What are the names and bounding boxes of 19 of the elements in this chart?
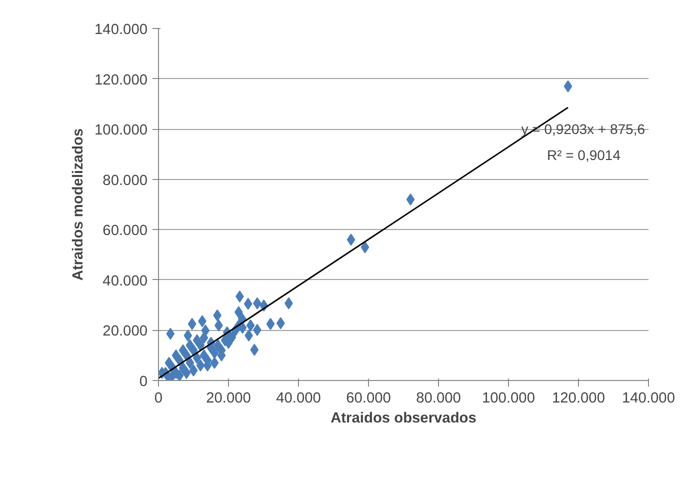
x-tick-label: 100.000 bbox=[482, 390, 535, 406]
y-tick-label: 120.000 bbox=[94, 72, 148, 88]
y-tick-label: 0 bbox=[139, 374, 148, 390]
x-tick-label: 0 bbox=[154, 390, 163, 406]
x-tick-label: 60.000 bbox=[346, 390, 391, 406]
x-tick-label: 120.000 bbox=[552, 390, 605, 406]
y-tick-label: 140.000 bbox=[94, 22, 148, 38]
y-tick-label: 100.000 bbox=[94, 122, 148, 139]
x-tick-label: 40.000 bbox=[276, 390, 321, 406]
y-axis-title: Atraidos modelizados bbox=[70, 128, 87, 281]
x-tick-label: 20.000 bbox=[206, 390, 251, 406]
y-tick-label: 40.000 bbox=[102, 273, 148, 290]
y-tick-label: 60.000 bbox=[102, 223, 148, 240]
x-tick-label: 140.000 bbox=[622, 390, 675, 406]
annotation: R² = 0,9014 bbox=[546, 147, 621, 164]
x-tick-label: 80.000 bbox=[416, 390, 461, 406]
x-axis-title: Atraidos observados bbox=[330, 410, 476, 426]
y-tick-label: 80.000 bbox=[102, 172, 148, 189]
y-tick-label: 20.000 bbox=[102, 324, 148, 340]
